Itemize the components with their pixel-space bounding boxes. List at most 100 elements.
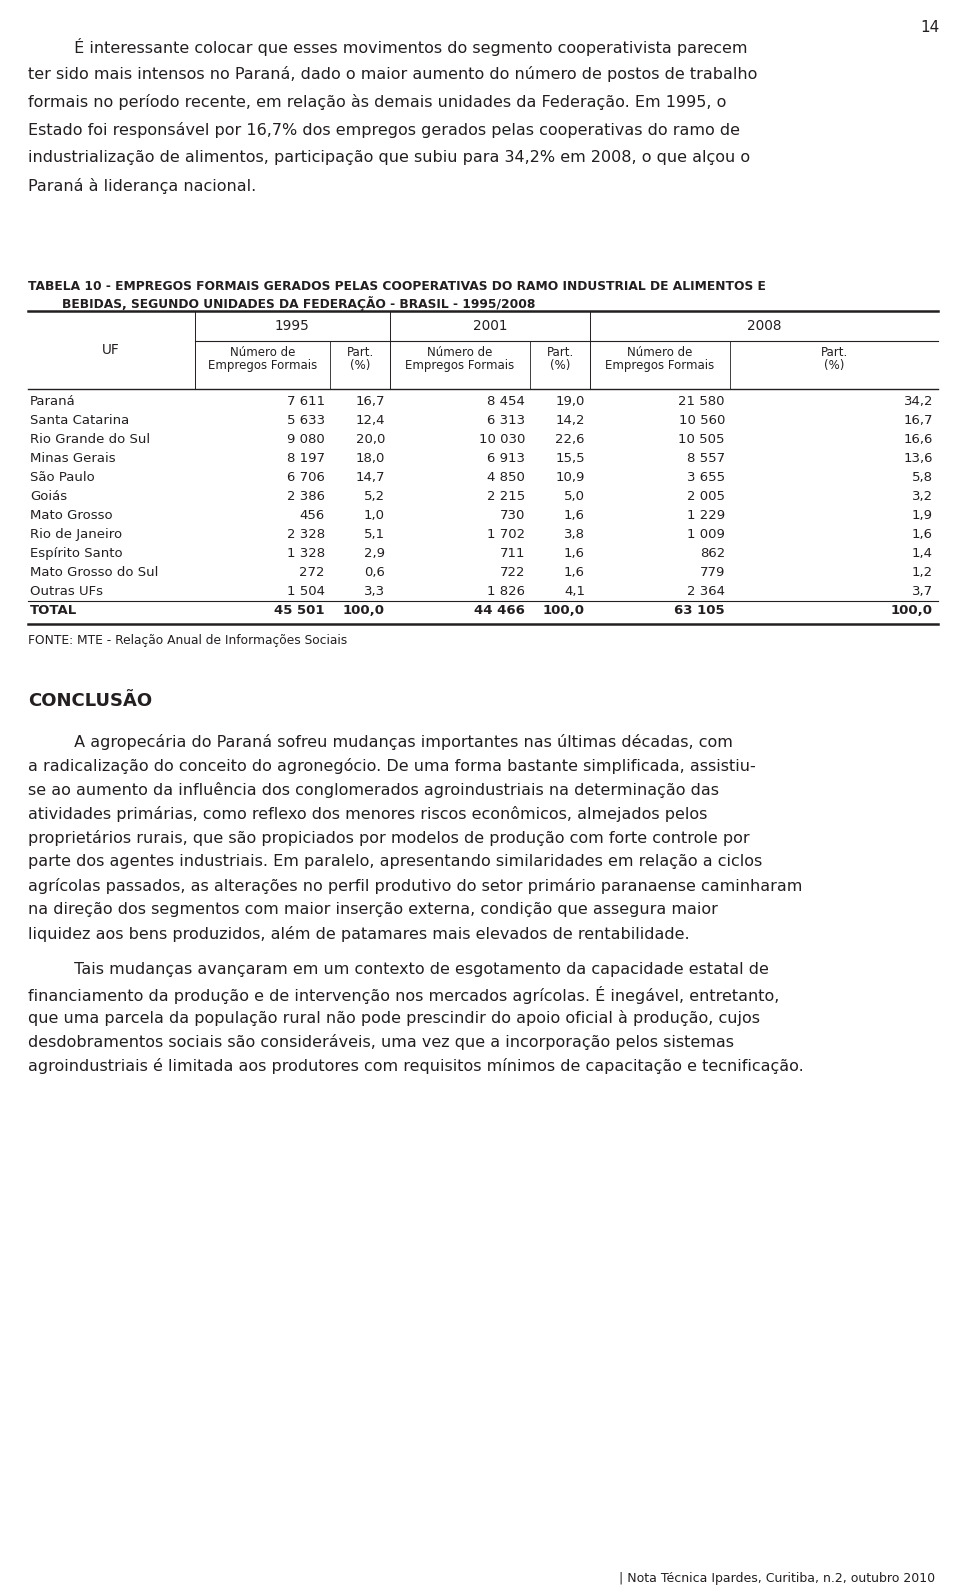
Text: Mato Grosso do Sul: Mato Grosso do Sul bbox=[30, 566, 158, 578]
Text: 34,2: 34,2 bbox=[903, 396, 933, 408]
Text: 5,0: 5,0 bbox=[564, 489, 585, 504]
Text: TOTAL: TOTAL bbox=[30, 604, 77, 617]
Text: 1,6: 1,6 bbox=[564, 566, 585, 578]
Text: 13,6: 13,6 bbox=[903, 451, 933, 466]
Text: Outras UFs: Outras UFs bbox=[30, 585, 103, 597]
Text: 1995: 1995 bbox=[276, 319, 310, 334]
Text: 2 386: 2 386 bbox=[287, 489, 325, 504]
Text: 272: 272 bbox=[300, 566, 325, 578]
Text: TABELA 10 - EMPREGOS FORMAIS GERADOS PELAS COOPERATIVAS DO RAMO INDUSTRIAL DE AL: TABELA 10 - EMPREGOS FORMAIS GERADOS PEL… bbox=[28, 280, 766, 292]
Text: agrícolas passados, as alterações no perfil produtivo do setor primário paranaen: agrícolas passados, as alterações no per… bbox=[28, 879, 803, 895]
Text: Número de: Número de bbox=[229, 346, 295, 359]
Text: Part.: Part. bbox=[347, 346, 373, 359]
Text: Empregos Formais: Empregos Formais bbox=[208, 359, 317, 372]
Text: 2 215: 2 215 bbox=[487, 489, 525, 504]
Text: 1,2: 1,2 bbox=[912, 566, 933, 578]
Text: 3,2: 3,2 bbox=[912, 489, 933, 504]
Text: | Nota Técnica Ipardes, Curitiba, n.2, outubro 2010: | Nota Técnica Ipardes, Curitiba, n.2, o… bbox=[619, 1572, 935, 1584]
Text: proprietários rurais, que são propiciados por modelos de produção com forte cont: proprietários rurais, que são propiciado… bbox=[28, 829, 750, 845]
Text: 16,7: 16,7 bbox=[355, 396, 385, 408]
Text: Empregos Formais: Empregos Formais bbox=[606, 359, 714, 372]
Text: 1,4: 1,4 bbox=[912, 547, 933, 559]
Text: ter sido mais intensos no Paraná, dado o maior aumento do número de postos de tr: ter sido mais intensos no Paraná, dado o… bbox=[28, 67, 757, 83]
Text: 2008: 2008 bbox=[747, 319, 781, 334]
Text: 779: 779 bbox=[700, 566, 725, 578]
Text: formais no período recente, em relação às demais unidades da Federação. Em 1995,: formais no período recente, em relação à… bbox=[28, 94, 727, 110]
Text: BEBIDAS, SEGUNDO UNIDADES DA FEDERAÇÃO - BRASIL - 1995/2008: BEBIDAS, SEGUNDO UNIDADES DA FEDERAÇÃO -… bbox=[28, 296, 536, 311]
Text: 44 466: 44 466 bbox=[474, 604, 525, 617]
Text: 4,1: 4,1 bbox=[564, 585, 585, 597]
Text: Rio de Janeiro: Rio de Janeiro bbox=[30, 528, 122, 540]
Text: Goiás: Goiás bbox=[30, 489, 67, 504]
Text: Tais mudanças avançaram em um contexto de esgotamento da capacidade estatal de: Tais mudanças avançaram em um contexto d… bbox=[28, 961, 769, 977]
Text: 3 655: 3 655 bbox=[686, 470, 725, 485]
Text: 0,6: 0,6 bbox=[364, 566, 385, 578]
Text: Paraná: Paraná bbox=[30, 396, 76, 408]
Text: agroindustriais é limitada aos produtores com requisitos mínimos de capacitação : agroindustriais é limitada aos produtore… bbox=[28, 1058, 804, 1074]
Text: 8 454: 8 454 bbox=[487, 396, 525, 408]
Text: 12,4: 12,4 bbox=[355, 415, 385, 427]
Text: 10 505: 10 505 bbox=[679, 432, 725, 447]
Text: 1 504: 1 504 bbox=[287, 585, 325, 597]
Text: 20,0: 20,0 bbox=[355, 432, 385, 447]
Text: 1,9: 1,9 bbox=[912, 508, 933, 523]
Text: 1 702: 1 702 bbox=[487, 528, 525, 540]
Text: 862: 862 bbox=[700, 547, 725, 559]
Text: 1,0: 1,0 bbox=[364, 508, 385, 523]
Text: 2 005: 2 005 bbox=[687, 489, 725, 504]
Text: 22,6: 22,6 bbox=[556, 432, 585, 447]
Text: UF: UF bbox=[102, 343, 119, 358]
Text: atividades primárias, como reflexo dos menores riscos econômicos, almejados pelo: atividades primárias, como reflexo dos m… bbox=[28, 806, 708, 822]
Text: liquidez aos bens produzidos, além de patamares mais elevados de rentabilidade.: liquidez aos bens produzidos, além de pa… bbox=[28, 926, 689, 942]
Text: 15,5: 15,5 bbox=[556, 451, 585, 466]
Text: 722: 722 bbox=[499, 566, 525, 578]
Text: 100,0: 100,0 bbox=[343, 604, 385, 617]
Text: 63 105: 63 105 bbox=[674, 604, 725, 617]
Text: industrialização de alimentos, participação que subiu para 34,2% em 2008, o que : industrialização de alimentos, participa… bbox=[28, 149, 750, 165]
Text: Espírito Santo: Espírito Santo bbox=[30, 547, 123, 559]
Text: desdobramentos sociais são consideráveis, uma vez que a incorporação pelos siste: desdobramentos sociais são consideráveis… bbox=[28, 1034, 734, 1050]
Text: Número de: Número de bbox=[627, 346, 693, 359]
Text: Número de: Número de bbox=[427, 346, 492, 359]
Text: 14,7: 14,7 bbox=[355, 470, 385, 485]
Text: 7 611: 7 611 bbox=[287, 396, 325, 408]
Text: 2 364: 2 364 bbox=[687, 585, 725, 597]
Text: 2001: 2001 bbox=[472, 319, 507, 334]
Text: Santa Catarina: Santa Catarina bbox=[30, 415, 130, 427]
Text: 5,2: 5,2 bbox=[364, 489, 385, 504]
Text: financiamento da produção e de intervenção nos mercados agrícolas. É inegável, e: financiamento da produção e de intervenç… bbox=[28, 987, 780, 1004]
Text: 6 706: 6 706 bbox=[287, 470, 325, 485]
Text: 5,1: 5,1 bbox=[364, 528, 385, 540]
Text: 3,8: 3,8 bbox=[564, 528, 585, 540]
Text: 1,6: 1,6 bbox=[564, 508, 585, 523]
Text: 2 328: 2 328 bbox=[287, 528, 325, 540]
Text: A agropecária do Paraná sofreu mudanças importantes nas últimas décadas, com: A agropecária do Paraná sofreu mudanças … bbox=[28, 734, 732, 750]
Text: 14: 14 bbox=[921, 21, 940, 35]
Text: 5,8: 5,8 bbox=[912, 470, 933, 485]
Text: que uma parcela da população rural não pode prescindir do apoio oficial à produç: que uma parcela da população rural não p… bbox=[28, 1011, 760, 1026]
Text: 3,3: 3,3 bbox=[364, 585, 385, 597]
Text: CONCLUSÃO: CONCLUSÃO bbox=[28, 691, 152, 710]
Text: (%): (%) bbox=[550, 359, 570, 372]
Text: 14,2: 14,2 bbox=[556, 415, 585, 427]
Text: FONTE: MTE - Relação Anual de Informações Sociais: FONTE: MTE - Relação Anual de Informaçõe… bbox=[28, 634, 348, 647]
Text: Part.: Part. bbox=[546, 346, 574, 359]
Text: 3,7: 3,7 bbox=[912, 585, 933, 597]
Text: 10 030: 10 030 bbox=[479, 432, 525, 447]
Text: na direção dos segmentos com maior inserção externa, condição que assegura maior: na direção dos segmentos com maior inser… bbox=[28, 903, 718, 917]
Text: a radicalização do conceito do agronegócio. De uma forma bastante simplificada, : a radicalização do conceito do agronegóc… bbox=[28, 758, 756, 774]
Text: 1 826: 1 826 bbox=[487, 585, 525, 597]
Text: 1 328: 1 328 bbox=[287, 547, 325, 559]
Text: 4 850: 4 850 bbox=[487, 470, 525, 485]
Text: 19,0: 19,0 bbox=[556, 396, 585, 408]
Text: 2,9: 2,9 bbox=[364, 547, 385, 559]
Text: 100,0: 100,0 bbox=[543, 604, 585, 617]
Text: 711: 711 bbox=[499, 547, 525, 559]
Text: 100,0: 100,0 bbox=[891, 604, 933, 617]
Text: Paraná à liderança nacional.: Paraná à liderança nacional. bbox=[28, 178, 256, 194]
Text: É interessante colocar que esses movimentos do segmento cooperativista parecem: É interessante colocar que esses movimen… bbox=[28, 38, 748, 56]
Text: 1,6: 1,6 bbox=[912, 528, 933, 540]
Text: 1 229: 1 229 bbox=[686, 508, 725, 523]
Text: 10 560: 10 560 bbox=[679, 415, 725, 427]
Text: 1,6: 1,6 bbox=[564, 547, 585, 559]
